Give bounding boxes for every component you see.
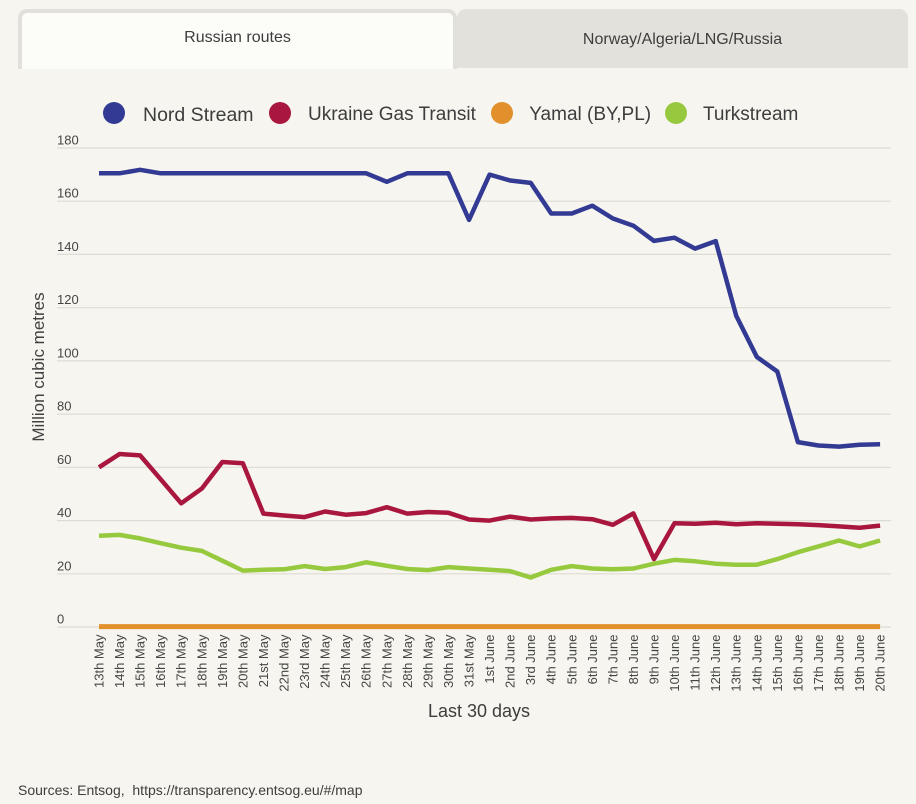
svg-text:14th May: 14th May: [112, 634, 127, 688]
svg-text:4th June: 4th June: [544, 635, 559, 685]
svg-text:19th May: 19th May: [215, 634, 230, 688]
svg-text:13th May: 13th May: [92, 634, 107, 688]
svg-text:20th June: 20th June: [873, 635, 888, 692]
svg-text:1st June: 1st June: [482, 635, 497, 684]
svg-text:0: 0: [57, 612, 64, 627]
svg-text:17th May: 17th May: [174, 634, 189, 688]
svg-text:15th May: 15th May: [133, 634, 148, 688]
svg-text:160: 160: [57, 186, 79, 201]
svg-text:22nd May: 22nd May: [277, 634, 292, 692]
svg-text:18th May: 18th May: [194, 634, 209, 688]
svg-text:60: 60: [57, 452, 71, 467]
svg-text:25th May: 25th May: [338, 634, 353, 688]
svg-text:100: 100: [57, 345, 79, 360]
svg-text:31st May: 31st May: [462, 634, 477, 687]
svg-text:3rd June: 3rd June: [523, 635, 538, 686]
svg-text:140: 140: [57, 239, 79, 254]
svg-text:18th June: 18th June: [832, 635, 847, 692]
svg-text:15th June: 15th June: [770, 635, 785, 692]
svg-text:23rd May: 23rd May: [297, 634, 312, 689]
svg-text:29th May: 29th May: [420, 634, 435, 688]
svg-text:2nd June: 2nd June: [503, 635, 518, 689]
svg-text:10th June: 10th June: [667, 635, 682, 692]
svg-text:19th June: 19th June: [852, 635, 867, 692]
svg-text:24th May: 24th May: [318, 634, 333, 688]
svg-text:27th May: 27th May: [379, 634, 394, 688]
svg-text:16th June: 16th June: [790, 635, 805, 692]
svg-text:28th May: 28th May: [400, 634, 415, 688]
svg-text:80: 80: [57, 399, 71, 414]
svg-text:40: 40: [57, 505, 71, 520]
svg-text:20th May: 20th May: [235, 634, 250, 688]
svg-text:12th June: 12th June: [708, 635, 723, 692]
svg-text:180: 180: [57, 133, 79, 148]
svg-text:30th May: 30th May: [441, 634, 456, 688]
svg-text:26th May: 26th May: [359, 634, 374, 688]
svg-text:120: 120: [57, 292, 79, 307]
svg-text:Million cubic metres: Million cubic metres: [29, 292, 48, 441]
svg-text:20: 20: [57, 558, 71, 573]
svg-text:7th June: 7th June: [605, 635, 620, 685]
svg-text:13th June: 13th June: [729, 635, 744, 692]
svg-text:9th June: 9th June: [647, 635, 662, 685]
svg-text:5th June: 5th June: [564, 635, 579, 685]
svg-text:8th June: 8th June: [626, 635, 641, 685]
svg-text:14th June: 14th June: [749, 635, 764, 692]
svg-text:6th June: 6th June: [585, 635, 600, 685]
svg-text:21st May: 21st May: [256, 634, 271, 687]
svg-text:16th May: 16th May: [153, 634, 168, 688]
svg-text:11th June: 11th June: [688, 635, 703, 691]
svg-text:17th June: 17th June: [811, 635, 826, 692]
